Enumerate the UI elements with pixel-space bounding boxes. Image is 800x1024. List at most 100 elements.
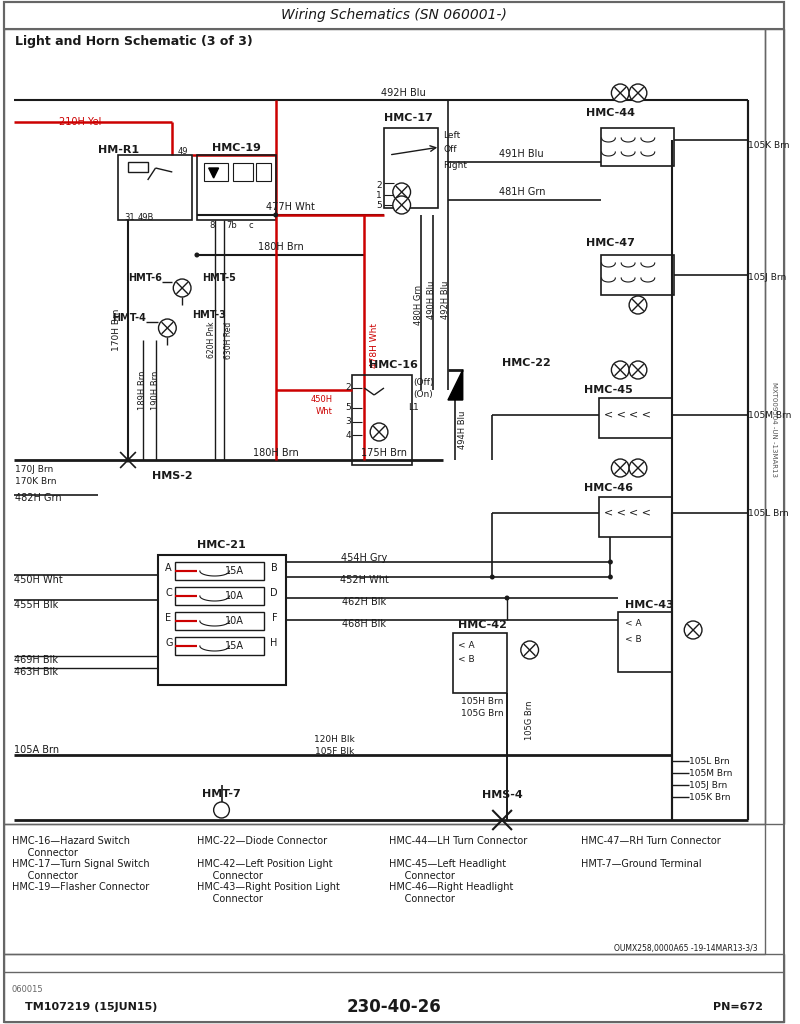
Bar bbox=[175, 612, 264, 630]
Text: 190H Brn: 190H Brn bbox=[151, 371, 160, 410]
Text: 482H Grn: 482H Grn bbox=[14, 493, 62, 503]
Text: 060015: 060015 bbox=[12, 985, 43, 994]
Text: 210H Yel: 210H Yel bbox=[59, 117, 102, 127]
Text: 189H Brn: 189H Brn bbox=[138, 371, 147, 410]
Bar bbox=[197, 155, 276, 220]
Text: 5: 5 bbox=[346, 403, 351, 413]
Circle shape bbox=[505, 596, 510, 600]
Bar bbox=[618, 612, 673, 672]
Text: HMC-42—Left Position Light
     Connector: HMC-42—Left Position Light Connector bbox=[197, 859, 333, 881]
Text: 477H Wht: 477H Wht bbox=[266, 202, 315, 212]
Text: 170H Brn: 170H Brn bbox=[112, 309, 121, 351]
Text: HMC-46—Right Headlight
     Connector: HMC-46—Right Headlight Connector bbox=[389, 882, 514, 903]
Circle shape bbox=[393, 183, 410, 201]
Text: 105K Brn: 105K Brn bbox=[689, 793, 730, 802]
Circle shape bbox=[611, 84, 629, 102]
Text: HMS-2: HMS-2 bbox=[152, 471, 193, 481]
Text: 170J Brn: 170J Brn bbox=[14, 466, 53, 474]
Text: 105M Brn: 105M Brn bbox=[689, 768, 733, 777]
Text: 120H Blk: 120H Blk bbox=[314, 735, 355, 744]
Circle shape bbox=[629, 459, 647, 477]
Text: HMC-19: HMC-19 bbox=[212, 143, 261, 153]
Text: HMC-46: HMC-46 bbox=[584, 483, 633, 493]
Circle shape bbox=[611, 459, 629, 477]
Text: 480H Grn: 480H Grn bbox=[414, 285, 423, 325]
Bar bbox=[204, 163, 229, 181]
Text: 31: 31 bbox=[124, 213, 134, 222]
Text: 455H Blk: 455H Blk bbox=[14, 600, 58, 610]
Circle shape bbox=[629, 84, 647, 102]
Circle shape bbox=[521, 641, 538, 659]
Circle shape bbox=[126, 458, 130, 463]
Text: Wht: Wht bbox=[316, 407, 333, 416]
Text: 8: 8 bbox=[209, 220, 214, 229]
Text: E: E bbox=[166, 613, 171, 623]
Circle shape bbox=[370, 423, 388, 441]
Bar bbox=[175, 562, 264, 580]
Text: HMC-43: HMC-43 bbox=[626, 600, 674, 610]
Circle shape bbox=[684, 621, 702, 639]
Text: < <: < < bbox=[629, 410, 651, 420]
Text: HMT-3: HMT-3 bbox=[192, 310, 226, 319]
Text: A: A bbox=[166, 563, 172, 573]
Text: 10A: 10A bbox=[225, 616, 244, 626]
Bar bbox=[4, 954, 784, 1022]
Bar bbox=[601, 128, 674, 166]
Text: C: C bbox=[166, 588, 172, 598]
Bar bbox=[175, 587, 264, 605]
Text: 630H Red: 630H Red bbox=[224, 322, 233, 358]
Text: < <: < < bbox=[604, 410, 626, 420]
Text: HMC-45—Left Headlight
     Connector: HMC-45—Left Headlight Connector bbox=[389, 859, 506, 881]
Bar bbox=[598, 497, 673, 537]
Bar bbox=[4, 824, 765, 954]
Text: 450H Wht: 450H Wht bbox=[14, 575, 62, 585]
Text: (On): (On) bbox=[414, 390, 434, 399]
Text: 105F Blk: 105F Blk bbox=[315, 748, 354, 757]
Circle shape bbox=[194, 253, 199, 257]
Text: HM-R1: HM-R1 bbox=[98, 145, 139, 155]
Bar bbox=[128, 162, 148, 172]
Text: HMT-7: HMT-7 bbox=[202, 790, 241, 799]
Text: 454H Gry: 454H Gry bbox=[341, 553, 387, 563]
Text: TM107219 (15JUN15): TM107219 (15JUN15) bbox=[25, 1002, 157, 1012]
Text: 49: 49 bbox=[178, 147, 188, 157]
Text: 105M Brn: 105M Brn bbox=[748, 411, 792, 420]
Text: 170K Brn: 170K Brn bbox=[14, 477, 56, 486]
Text: 10A: 10A bbox=[225, 591, 244, 601]
Text: < <: < < bbox=[604, 508, 626, 518]
Text: HMT-7—Ground Terminal: HMT-7—Ground Terminal bbox=[581, 859, 702, 869]
Text: 175H Brn: 175H Brn bbox=[361, 449, 407, 458]
Text: HMC-19—Flasher Connector: HMC-19—Flasher Connector bbox=[12, 882, 149, 892]
Text: c: c bbox=[249, 220, 254, 229]
Circle shape bbox=[629, 296, 647, 314]
Polygon shape bbox=[448, 370, 462, 400]
Text: 105J Brn: 105J Brn bbox=[689, 780, 727, 790]
Text: F: F bbox=[272, 613, 278, 623]
Text: 15A: 15A bbox=[225, 566, 244, 575]
Text: 492H Blu: 492H Blu bbox=[382, 88, 426, 98]
Text: 49B: 49B bbox=[138, 213, 154, 222]
Text: HMC-21: HMC-21 bbox=[197, 540, 246, 550]
Bar bbox=[765, 29, 784, 824]
Bar bbox=[158, 555, 286, 685]
Bar bbox=[384, 128, 438, 208]
Text: 490H Blu: 490H Blu bbox=[426, 281, 436, 319]
Text: 492H Blu: 492H Blu bbox=[441, 281, 450, 319]
Bar bbox=[175, 637, 264, 655]
Text: 478H Wht: 478H Wht bbox=[370, 323, 378, 368]
Text: 105J Brn: 105J Brn bbox=[748, 273, 786, 283]
Text: HMS-4: HMS-4 bbox=[482, 790, 522, 800]
Bar bbox=[234, 163, 253, 181]
Bar bbox=[256, 163, 270, 181]
Circle shape bbox=[608, 574, 613, 580]
Text: 5: 5 bbox=[376, 201, 382, 210]
Text: OUMX258,0000A65 -19-14MAR13-3/3: OUMX258,0000A65 -19-14MAR13-3/3 bbox=[614, 943, 758, 952]
Text: HMT-6: HMT-6 bbox=[129, 273, 162, 283]
Text: B: B bbox=[271, 563, 278, 573]
Text: HMC-43—Right Position Light
     Connector: HMC-43—Right Position Light Connector bbox=[197, 882, 340, 903]
Text: < B: < B bbox=[458, 655, 474, 665]
Circle shape bbox=[629, 361, 647, 379]
Text: 105L Brn: 105L Brn bbox=[748, 509, 789, 517]
Polygon shape bbox=[209, 168, 218, 178]
Text: HMC-22: HMC-22 bbox=[502, 358, 551, 368]
